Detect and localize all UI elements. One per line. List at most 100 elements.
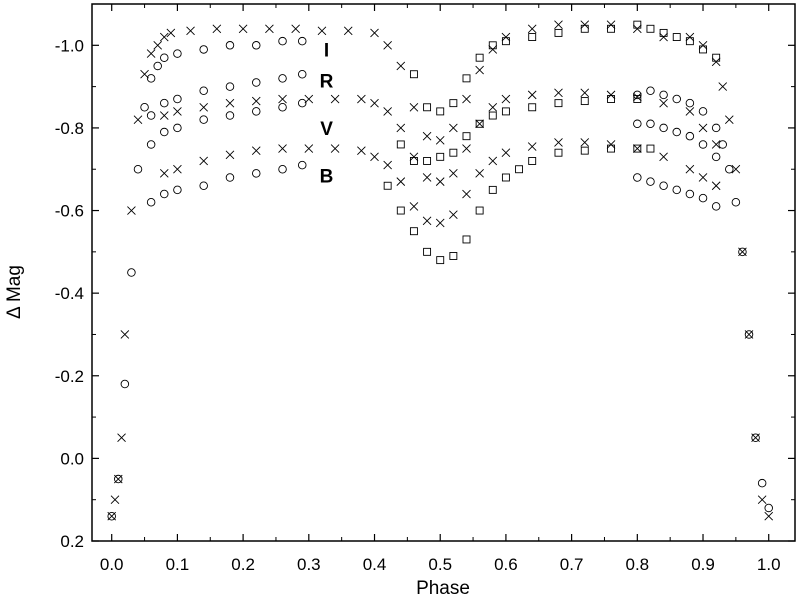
square-marker [633,95,642,103]
cross-marker [409,102,419,112]
cross-marker [718,82,728,91]
circle-marker [744,330,754,339]
cross-marker [606,140,616,149]
circle-marker [173,49,182,58]
cross-marker [435,177,445,186]
cross-marker [357,146,366,155]
cross-marker [409,152,419,162]
x-tick-label: 0.6 [494,555,518,574]
cross-marker [685,107,695,116]
circle-marker [633,173,642,182]
square-marker [554,99,563,108]
circle-marker [173,185,182,195]
circle-marker [659,181,668,191]
circle-marker [751,433,760,442]
cross-marker [166,28,176,38]
square-marker [475,53,484,62]
band-label-b: B [320,166,334,187]
cross-marker [711,57,721,67]
circle-marker [133,164,143,174]
circle-marker [685,98,695,108]
circle-marker [160,127,169,137]
cross-marker [449,210,458,219]
cross-marker [186,26,195,36]
cross-marker [330,94,340,104]
cross-marker [127,206,136,215]
circle-marker [146,140,156,149]
square-marker [528,33,537,41]
cross-marker [291,24,300,34]
cross-marker [475,119,484,129]
circle-marker [225,173,235,182]
cross-marker [435,218,445,228]
square-marker [554,28,563,37]
cross-marker [462,144,471,153]
cross-marker [304,144,314,153]
square-marker [607,144,615,153]
x-tick-label: 0.8 [625,555,649,574]
circle-marker [252,169,261,178]
circle-marker [173,94,182,104]
circle-marker [160,98,169,108]
circle-marker [146,111,156,120]
cross-marker [409,202,419,211]
cross-marker [724,115,734,124]
cross-marker [357,94,366,104]
cross-marker [632,24,642,34]
circle-marker [711,123,721,133]
square-marker [396,140,405,149]
cross-marker [383,107,392,116]
cross-marker [711,181,721,191]
x-tick-label: 0.2 [231,555,255,574]
circle-marker [672,94,681,104]
band-labels: IR V B [320,40,334,187]
circle-marker [698,107,708,116]
y-tick-label: -1.0 [55,36,84,55]
square-marker [449,99,458,108]
cross-marker [580,20,590,29]
cross-marker [383,40,392,50]
band-label-i: I [324,40,329,61]
circle-marker [646,119,655,129]
band-label-r: R [320,71,334,92]
square-marker [462,235,471,244]
cross-marker [698,123,708,133]
square-marker [488,185,497,194]
circle-marker [278,74,287,83]
cross-marker [698,173,708,182]
circle-marker [146,198,156,207]
circle-marker [199,45,208,54]
cross-marker [422,173,432,182]
square-marker [659,28,668,37]
circle-marker [199,181,208,191]
cross-marker [343,26,353,36]
cross-marker [173,164,182,174]
circle-marker [764,503,773,513]
cross-marker [488,156,498,166]
cross-marker [435,135,445,145]
x-tick-label: 0.3 [297,555,321,574]
circle-marker [646,86,655,95]
cross-marker [159,169,169,178]
circle-marker [731,198,741,207]
data-points [107,20,774,521]
square-marker [685,37,694,46]
cross-marker [462,189,471,199]
cross-marker [527,24,537,34]
square-marker [488,41,497,50]
cross-marker [133,115,143,124]
x-tick-label: 1.0 [757,555,781,574]
square-marker [462,74,471,83]
cross-marker [173,107,182,116]
circle-marker [252,107,261,116]
cross-marker [488,102,498,112]
square-marker [436,107,445,116]
circle-marker [725,164,734,174]
cross-marker [330,144,340,153]
square-marker [515,165,524,174]
square-marker [409,157,418,165]
square-marker [607,95,615,103]
series-circle-3 [107,36,307,521]
circle-marker [278,36,287,46]
square-marker [409,70,418,79]
